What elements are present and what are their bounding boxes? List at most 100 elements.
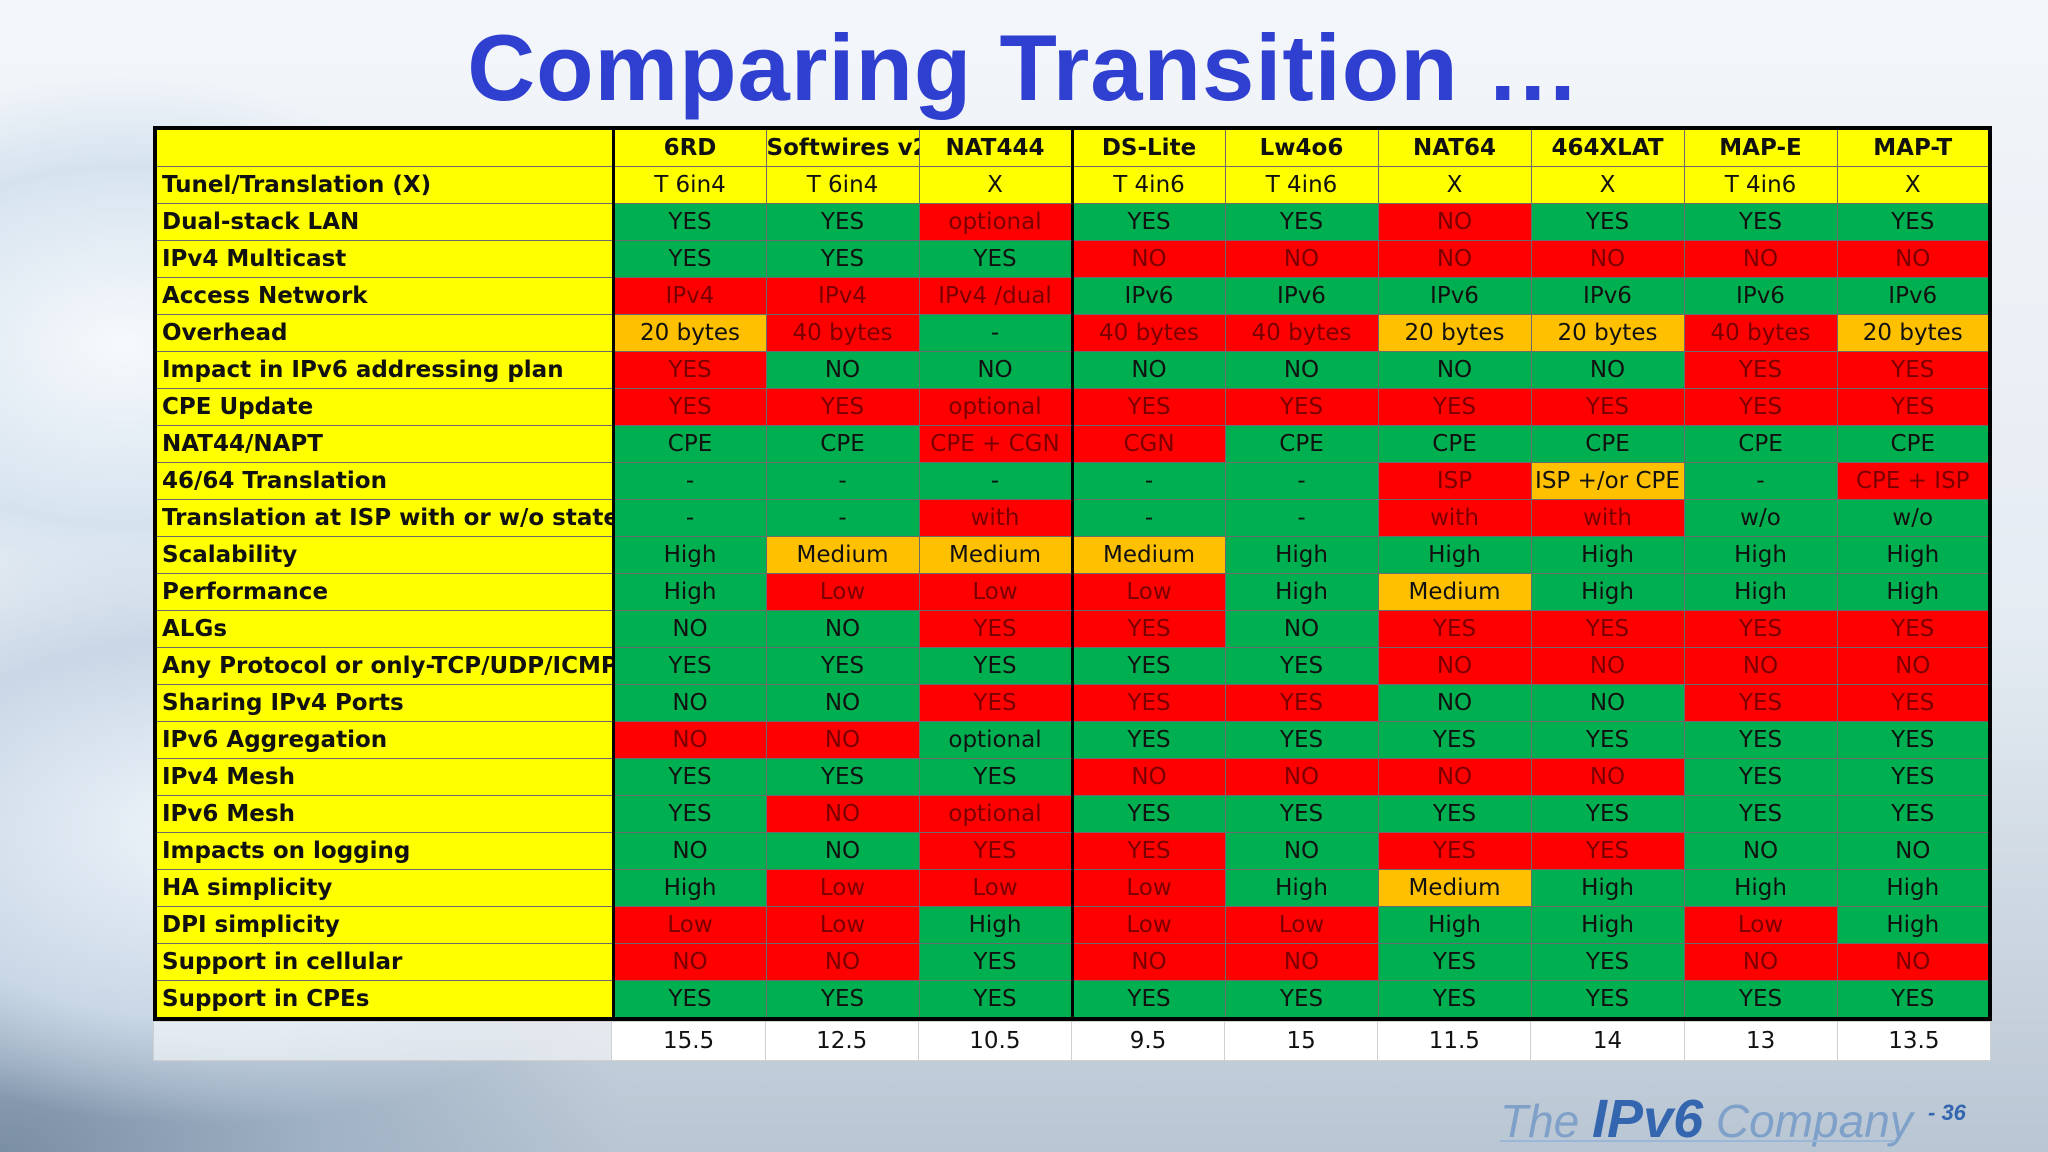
table-cell: Medium (1070, 536, 1226, 574)
table-cell: YES (1530, 795, 1685, 833)
table-cell: YES (1070, 684, 1226, 722)
column-header: Lw4o6 (1224, 127, 1379, 167)
table-cell: NO (612, 684, 767, 722)
table-cell: NO (1530, 758, 1685, 796)
table-cell: NO (1070, 240, 1226, 278)
table-cell: YES (612, 351, 767, 389)
column-header: DS-Lite (1070, 127, 1226, 167)
table-row: Support in CPEs YES YES YES YES YES YES YES YES Y… (154, 980, 1991, 1020)
table-cell: YES (612, 240, 767, 278)
table-cell: YES (1530, 980, 1685, 1020)
table-cell: CPE (1377, 425, 1532, 463)
table-cell: High (612, 536, 767, 574)
table-cell: YES (1070, 832, 1226, 870)
table-cell: Medium (765, 536, 920, 574)
table-cell: YES (765, 388, 920, 426)
table-cell: YES (612, 758, 767, 796)
table-cell: NO (1224, 240, 1379, 278)
table-cell: NO (1070, 758, 1226, 796)
table-cell: IPv6 (1683, 277, 1838, 315)
table-cell: NO (1836, 240, 1991, 278)
table-cell: - (1070, 499, 1226, 537)
table-cell: YES (1377, 943, 1532, 981)
table-cell: YES (1224, 980, 1379, 1020)
table-cell: YES (1836, 610, 1991, 648)
totals-blank-cell (152, 1021, 613, 1061)
table-cell: NO (1070, 943, 1226, 981)
table-cell: YES (1377, 980, 1532, 1020)
table-cell: - (765, 499, 920, 537)
table-cell: YES (1836, 795, 1991, 833)
table-cell: IPv6 (1836, 277, 1991, 315)
table-cell: YES (765, 240, 920, 278)
total-score: 13.5 (1836, 1021, 1992, 1061)
table-cell: YES (1377, 795, 1532, 833)
table-cell: NO (1377, 647, 1532, 685)
table-cell: ISP (1377, 462, 1532, 500)
table-row: DPI simplicity Low Low High Low Low High High Lo… (154, 906, 1991, 944)
table-cell: Medium (918, 536, 1073, 574)
row-label: ALGs (154, 610, 615, 648)
table-cell: NO (1836, 943, 1991, 981)
table-cell: YES (1683, 795, 1838, 833)
row-label: Support in cellular (154, 943, 615, 981)
table-cell: with (1530, 499, 1685, 537)
table-cell: YES (612, 647, 767, 685)
table-cell: NO (765, 943, 920, 981)
table-cell: CPE (1683, 425, 1838, 463)
table-cell: YES (1683, 684, 1838, 722)
logo-brand: IPv6 (1592, 1089, 1704, 1149)
table-cell: NO (1836, 832, 1991, 870)
table-cell: Low (765, 869, 920, 907)
table-cell: NO (1530, 240, 1685, 278)
table-cell: Low (918, 869, 1073, 907)
table-cell: Low (612, 906, 767, 944)
table-cell: optional (918, 388, 1073, 426)
row-label: Any Protocol or only-TCP/UDP/ICMP (154, 647, 615, 685)
table-cell: YES (1224, 721, 1379, 759)
table-cell: NO (612, 721, 767, 759)
table-row: IPv6 Aggregation NO NO optional YES YES YES YES… (154, 721, 1991, 759)
row-label: IPv6 Aggregation (154, 721, 615, 759)
column-header: 464XLAT (1530, 127, 1685, 167)
table-cell: 20 bytes (612, 314, 767, 352)
table-cell: CPE (1530, 425, 1685, 463)
total-score: 9.5 (1070, 1021, 1226, 1061)
table-cell: Low (765, 906, 920, 944)
table-cell: optional (918, 795, 1073, 833)
table-cell: High (612, 573, 767, 611)
table-cell: YES (1530, 203, 1685, 241)
table-cell: YES (1530, 943, 1685, 981)
table-cell: YES (1070, 647, 1226, 685)
table-cell: YES (1683, 351, 1838, 389)
table-cell: NO (1224, 758, 1379, 796)
table-row: IPv4 Mesh YES YES YES NO NO NO NO YES YES (154, 758, 1991, 796)
row-label: Overhead (154, 314, 615, 352)
table-cell: 40 bytes (1683, 314, 1838, 352)
table-cell: YES (1530, 610, 1685, 648)
table-cell: YES (1530, 388, 1685, 426)
row-label: NAT44/NAPT (154, 425, 615, 463)
table-row: Dual-stack LAN YES YES optional YES YES NO YES Y… (154, 203, 1991, 241)
table-cell: X (1377, 166, 1532, 204)
table-row: Any Protocol or only-TCP/UDP/ICMP YES YES Y… (154, 647, 1991, 685)
table-cell: T 6in4 (765, 166, 920, 204)
table-cell: CGN (1070, 425, 1226, 463)
column-header: MAP-T (1836, 127, 1991, 167)
table-cell: YES (612, 795, 767, 833)
table-cell: NO (1377, 203, 1532, 241)
table-cell: Low (765, 573, 920, 611)
table-cell: X (1530, 166, 1685, 204)
table-cell: Low (918, 573, 1073, 611)
table-cell: IPv4 (765, 277, 920, 315)
table-cell: High (1530, 869, 1685, 907)
table-cell: YES (1377, 388, 1532, 426)
table-cell: NO (1377, 240, 1532, 278)
table-cell: High (1836, 573, 1991, 611)
table-row: Tunel/Translation (X) T 6in4 T 6in4 X T 4in6… (154, 166, 1991, 204)
table-cell: 40 bytes (1070, 314, 1226, 352)
table-cell: YES (918, 647, 1073, 685)
table-row: Impacts on logging NO NO YES YES NO YES YES NO NO (154, 832, 1991, 870)
table-cell: YES (1683, 610, 1838, 648)
table-cell: - (765, 462, 920, 500)
